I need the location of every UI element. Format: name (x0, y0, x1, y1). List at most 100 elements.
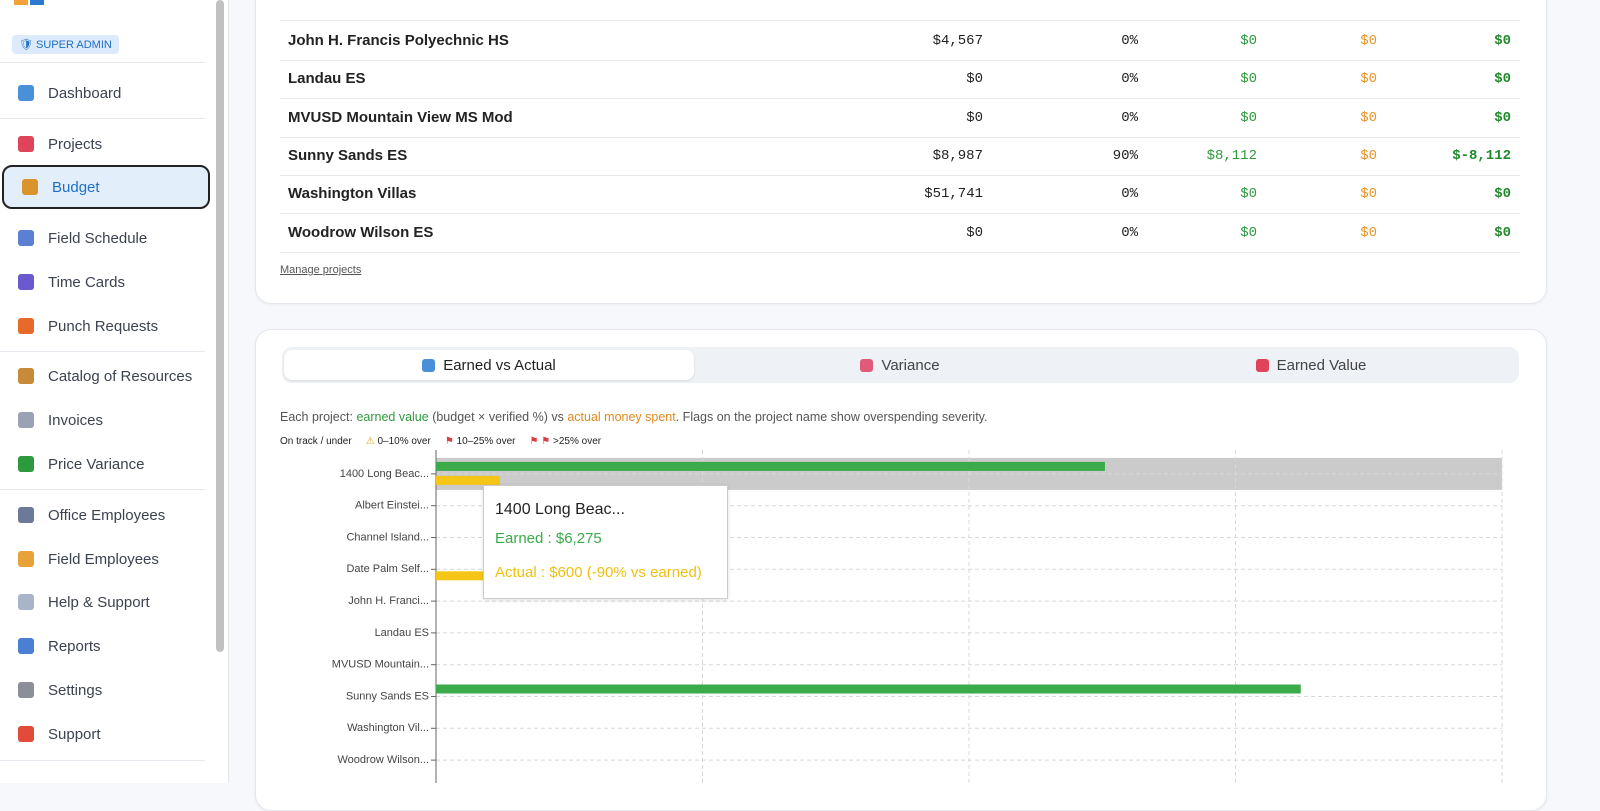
nav-item[interactable]: Reports (0, 626, 208, 666)
cell: $-8,112 (1452, 147, 1511, 164)
y-tick-label: Sunny Sands ES (346, 690, 429, 702)
tab-icon (1255, 358, 1269, 372)
separator (0, 351, 205, 352)
nav-label: Punch Requests (48, 317, 159, 335)
nav-icon (18, 638, 34, 654)
cell: $0 (1360, 147, 1377, 164)
cell: $0 (1240, 186, 1257, 203)
cell: $0 (966, 71, 983, 88)
nav-item[interactable]: Settings (0, 670, 208, 710)
nav-label: Field Schedule (48, 229, 148, 247)
divider (280, 20, 1520, 21)
nav-label: Invoices (48, 411, 104, 429)
cell: $0 (1360, 33, 1377, 49)
legend-item: ⚠ 0–10% over (365, 436, 431, 447)
table-row: MVUSD Mountain View MS Mod $0 0% $0 $0 $0 (280, 99, 1520, 138)
project-name: Washington Villas (288, 185, 417, 203)
nav-item[interactable]: Dashboard (0, 73, 208, 113)
nav-icon (18, 274, 34, 290)
legend-text: >25% over (553, 436, 602, 447)
nav-icon (18, 507, 34, 523)
separator (0, 489, 205, 490)
nav-icon (18, 726, 34, 742)
projects-card (255, 0, 1547, 304)
cell: $0 (1494, 224, 1511, 241)
logo (30, 0, 44, 5)
nav-item[interactable]: Punch Requests (0, 306, 208, 346)
chart: 1400 Long Beac... Albert Einstei... Channe… (332, 450, 1503, 783)
cell: $0 (1360, 109, 1377, 126)
bar (436, 684, 1301, 694)
separator (0, 118, 205, 119)
tab-icon (860, 358, 874, 372)
nav-item[interactable]: Budget (2, 165, 210, 209)
nav-icon (18, 456, 34, 472)
nav-icon (18, 85, 34, 101)
tab[interactable]: Earned vs Actual (284, 349, 694, 381)
cell: 0% (1121, 71, 1138, 88)
y-tick-label: Channel Island... (346, 531, 429, 543)
nav-label: Budget (52, 178, 100, 196)
separator (0, 760, 205, 761)
y-tick-label: Date Palm Self... (346, 563, 429, 575)
nav-label: Office Employees (48, 506, 166, 524)
separator (0, 62, 205, 63)
text: . Flags on the project name show overspe… (675, 410, 988, 424)
nav-label: Catalog of Resources (48, 367, 193, 385)
cell: $51,741 (924, 186, 983, 203)
nav-label: Support (48, 725, 101, 743)
tab[interactable]: Variance (695, 349, 1105, 381)
table-row: Woodrow Wilson ES $0 0% $0 $0 $0 (280, 214, 1520, 253)
cell: 0% (1121, 224, 1138, 241)
y-tick-label: John H. Franci... (348, 595, 429, 607)
project-name: MVUSD Mountain View MS Mod (288, 108, 513, 126)
manage-link[interactable]: Manage projects (280, 264, 362, 276)
nav-item[interactable]: Projects (0, 124, 208, 164)
tab[interactable]: Earned Value (1106, 349, 1516, 381)
cell: 0% (1121, 109, 1138, 126)
cell: $0 (1494, 109, 1511, 126)
nav-item[interactable]: Invoices (0, 400, 208, 440)
tooltip: 1400 Long Beac... Earned : $6,275 Actual… (483, 485, 728, 599)
chart-description: Each project: earned value (budget × ver… (280, 410, 987, 424)
legend-item: ⚑ ⚑ >25% over (529, 436, 602, 447)
table-row: John H. Francis Polyechnic HS $4,567 0% $0 $… (280, 22, 1520, 61)
tooltip-title: 1400 Long Beac... (495, 501, 625, 518)
cell: $8,987 (932, 147, 983, 164)
tab-label: Variance (881, 356, 940, 374)
nav-item[interactable]: Help & Support (0, 582, 208, 622)
nav-label: Time Cards (48, 273, 125, 291)
nav-icon (18, 230, 34, 246)
active-tab-bg (284, 350, 694, 380)
table-row: Sunny Sands ES $8,987 90% $8,112 $0 $-8,112 (280, 137, 1520, 176)
y-tick-label: Washington Vil... (347, 722, 429, 734)
project-name: Sunny Sands ES (288, 146, 408, 164)
nav-item[interactable]: Catalog of Resources (0, 356, 208, 396)
scrollbar (216, 0, 224, 652)
tooltip-line: Earned : $6,275 (495, 530, 602, 547)
cell: $0 (1494, 186, 1511, 203)
text: Each project: (280, 410, 357, 424)
nav-label: Field Employees (48, 550, 159, 568)
bar (436, 571, 484, 581)
role-badge: 🛡 SUPER ADMIN (12, 35, 119, 54)
cell: $0 (1360, 224, 1377, 241)
cell: 90% (1112, 147, 1138, 164)
sidebar: 🛡 SUPER ADMIN Dashboard Projects Budget Fie… (0, 0, 229, 783)
nav-item[interactable]: Field Schedule (0, 218, 208, 258)
legend-item: On track / under (280, 436, 352, 447)
cell: 0% (1121, 33, 1138, 49)
nav-item[interactable]: Time Cards (0, 262, 208, 302)
nav-item[interactable]: Support (0, 714, 208, 754)
legend: On track / under ⚠ 0–10% over ⚑ 10–25% o… (280, 436, 601, 447)
cell: $0 (1240, 71, 1257, 88)
y-tick-label: Woodrow Wilson... (338, 754, 430, 766)
cell: $0 (1240, 224, 1257, 241)
nav-item[interactable]: Office Employees (0, 495, 208, 535)
logo (14, 0, 28, 5)
text: earned value (356, 410, 429, 424)
nav-item[interactable]: Field Employees (0, 539, 208, 579)
cell: $0 (1494, 71, 1511, 88)
nav-icon (22, 179, 38, 195)
nav-item[interactable]: Price Variance (0, 444, 208, 484)
